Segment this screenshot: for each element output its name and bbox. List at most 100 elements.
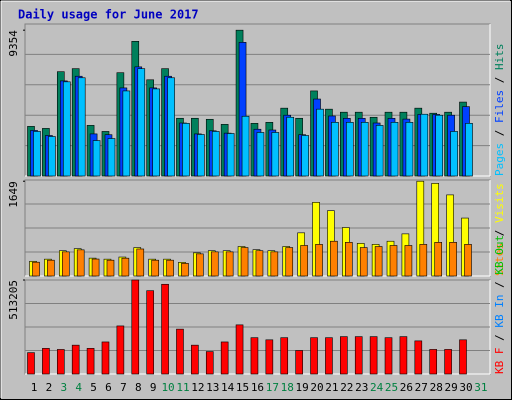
bar: [465, 123, 473, 177]
bar: [136, 248, 145, 277]
bar: [464, 244, 472, 277]
x-tick-label: 23: [355, 381, 368, 394]
bar: [384, 337, 393, 375]
x-tick-label: 31: [474, 381, 487, 394]
bar: [235, 324, 244, 375]
bar: [301, 135, 309, 177]
bar: [76, 249, 85, 277]
bar: [429, 349, 438, 375]
bar: [315, 244, 323, 277]
y-tick-label: 9354: [7, 30, 20, 57]
x-tick-label: 7: [120, 381, 127, 394]
legend-entry: Visits: [493, 183, 506, 223]
legend-separator: /: [493, 223, 506, 243]
bar: [92, 140, 101, 177]
bar: [167, 77, 175, 177]
bar: [310, 337, 318, 375]
bar: [389, 245, 398, 277]
x-tick-label: 16: [251, 381, 264, 394]
bar: [405, 122, 414, 177]
y-tick-label: 513205: [7, 280, 20, 320]
x-tick-label: 19: [296, 381, 309, 394]
bar: [91, 258, 100, 277]
bar: [271, 132, 280, 177]
bar: [444, 349, 452, 375]
x-tick-label: 30: [459, 381, 472, 394]
bar: [101, 341, 110, 375]
x-tick-label: 21: [325, 381, 338, 394]
bar: [61, 251, 70, 277]
legend-separator: /: [493, 328, 506, 348]
legend-entry: Hits: [493, 44, 506, 71]
bar: [345, 242, 353, 277]
bar: [131, 279, 140, 375]
bar: [359, 247, 368, 277]
x-tick-label: 9: [150, 381, 157, 394]
bar: [137, 68, 146, 177]
bar: [86, 348, 95, 375]
legend-separator: /: [493, 123, 506, 143]
bar: [375, 125, 384, 177]
bar: [191, 344, 199, 375]
bar: [107, 138, 116, 177]
bar: [77, 77, 86, 177]
x-tick-label: 8: [135, 381, 142, 394]
bar: [404, 245, 413, 277]
legend-separator: /: [493, 70, 506, 90]
x-tick-label: 14: [221, 381, 235, 394]
bar: [33, 131, 41, 177]
legend-entry: KB Out: [493, 235, 506, 275]
bar: [210, 251, 219, 277]
bar: [331, 122, 339, 177]
bar: [27, 352, 35, 375]
bar: [265, 339, 274, 375]
x-tick-label: 26: [400, 381, 413, 394]
bar: [414, 340, 423, 375]
bar: [419, 244, 428, 277]
bar: [325, 337, 333, 375]
bar: [56, 349, 65, 375]
legend-entry: Sites: [493, 243, 506, 276]
chart-title: Daily usage for June 2017: [18, 8, 199, 22]
bar: [225, 251, 234, 277]
x-tick-label: 22: [340, 381, 353, 394]
bar: [435, 114, 444, 177]
legend-separator: /: [493, 275, 506, 295]
bar: [285, 247, 294, 277]
bar: [390, 122, 399, 177]
x-tick-label: 28: [430, 381, 443, 394]
legend-entry: Pages: [493, 143, 506, 176]
x-tick-label: 27: [415, 381, 428, 394]
bar: [42, 348, 50, 375]
bar: [256, 132, 265, 177]
y-tick-label: 1649: [7, 181, 20, 208]
x-tick-label: 24: [370, 381, 384, 394]
x-tick-label: 5: [90, 381, 97, 394]
x-tick-label: 12: [191, 381, 204, 394]
bar: [374, 246, 383, 277]
x-tick-label: 20: [310, 381, 323, 394]
legend: Pages / Files / Hits: [493, 44, 506, 177]
bar: [220, 341, 229, 375]
bar: [250, 337, 259, 375]
bar: [434, 242, 443, 277]
bar: [106, 259, 115, 277]
bar: [346, 122, 354, 177]
bar: [151, 259, 159, 277]
legend-entry: KB In: [493, 295, 506, 328]
bar: [122, 90, 131, 177]
bar: [226, 133, 235, 177]
bar: [449, 242, 457, 277]
x-tick-label: 17: [266, 381, 279, 394]
bar: [62, 81, 71, 177]
bar: [340, 336, 348, 375]
bar: [330, 240, 338, 277]
bar: [280, 337, 289, 375]
bar: [161, 283, 169, 375]
bar: [255, 250, 264, 277]
bar: [146, 290, 154, 375]
legend: Sites / Visits: [493, 183, 506, 276]
bar: [176, 328, 184, 375]
x-tick-label: 4: [75, 381, 82, 394]
